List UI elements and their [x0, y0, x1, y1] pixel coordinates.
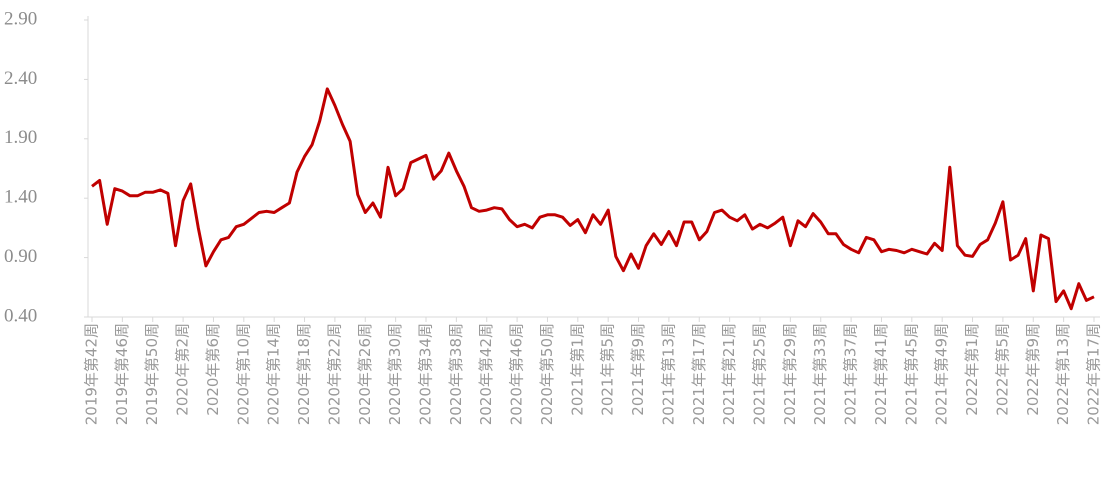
- x-tick-label: 2021年第49周: [933, 323, 951, 425]
- x-tick-label: 2021年第17周: [690, 323, 708, 425]
- x-tick-label: 2021年第21周: [720, 323, 738, 425]
- line-series: [91, 87, 1095, 311]
- x-tick-label: 2020年第46周: [508, 323, 526, 425]
- x-tick-label: 2020年第6周: [204, 323, 222, 416]
- y-tick-label: 1.90: [4, 127, 37, 148]
- x-tick-label: 2020年第22周: [325, 323, 343, 425]
- x-tick-label: 2020年第50周: [538, 323, 556, 425]
- x-tick-label: 2021年第37周: [842, 323, 860, 425]
- x-tick-label: 2020年第10周: [234, 323, 252, 425]
- x-tick-label: 2021年第5周: [599, 323, 617, 416]
- x-tick-label: 2022年第5周: [993, 323, 1011, 416]
- x-tick-label: 2022年第17周: [1085, 323, 1103, 425]
- x-tick-label: 2021年第45周: [902, 323, 920, 425]
- x-tick-label: 2020年第18周: [295, 323, 313, 425]
- x-tick-label: 2020年第42周: [477, 323, 495, 425]
- y-tick-label: 1.40: [4, 187, 37, 208]
- x-tick-label: 2021年第29周: [781, 323, 799, 425]
- y-tick-label: 0.90: [4, 246, 37, 267]
- y-tick-label: 2.40: [4, 68, 37, 89]
- x-tick-label: 2022年第1周: [963, 323, 981, 416]
- x-tick-label: 2021年第9周: [629, 323, 647, 416]
- x-tick-label: 2019年第42周: [83, 323, 101, 425]
- x-tick-label: 2019年第46周: [113, 323, 131, 425]
- x-tick-label: 2021年第1周: [568, 323, 586, 416]
- x-tick-label: 2022年第9周: [1024, 323, 1042, 416]
- x-tick-label: 2020年第30周: [386, 323, 404, 425]
- x-tick-label: 2020年第14周: [265, 323, 283, 425]
- x-tick-label: 2021年第13周: [659, 323, 677, 425]
- x-tick-label: 2022年第13周: [1054, 323, 1072, 425]
- y-tick-label: 0.40: [4, 305, 37, 326]
- x-tick-label: 2020年第2周: [174, 323, 192, 416]
- y-tick-label: 2.90: [4, 8, 37, 29]
- x-tick-label: 2021年第25周: [751, 323, 769, 425]
- x-tick-label: 2019年第50周: [143, 323, 161, 425]
- x-tick-label: 2020年第34周: [417, 323, 435, 425]
- x-tick-label: 2020年第38周: [447, 323, 465, 425]
- x-tick-label: 2021年第41周: [872, 323, 890, 425]
- x-tick-label: 2021年第33周: [811, 323, 829, 425]
- x-tick-label: 2020年第26周: [356, 323, 374, 425]
